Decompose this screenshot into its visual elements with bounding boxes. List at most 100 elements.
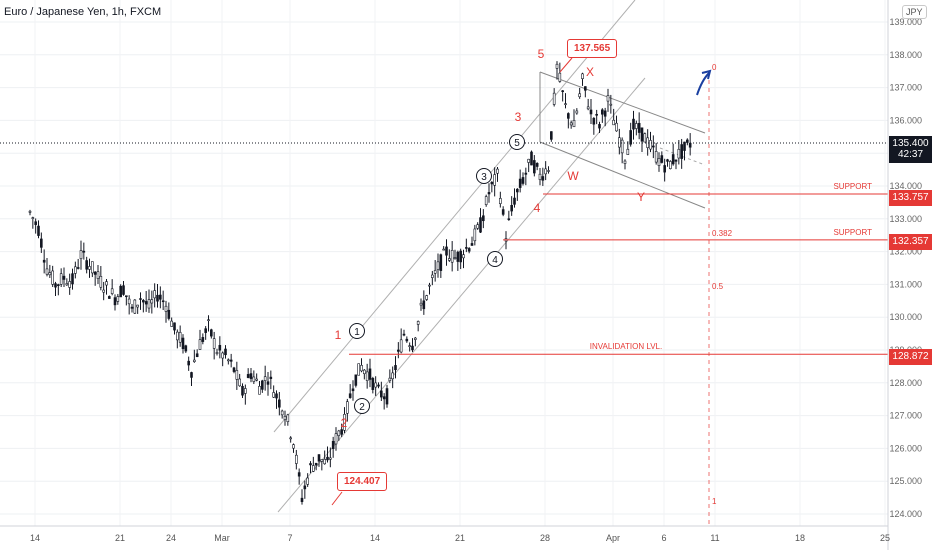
fib-level-label: 0.382 <box>712 229 733 238</box>
price-tick-label: 127.000 <box>889 411 922 421</box>
fib-level-label: 1 <box>712 497 717 506</box>
candle-body <box>110 288 114 294</box>
candle-body <box>68 281 71 288</box>
candle-body <box>547 170 550 172</box>
candle-body <box>450 250 454 263</box>
candle-body <box>207 319 210 321</box>
candle-body <box>456 251 460 262</box>
candle-body <box>445 246 448 256</box>
candle-body <box>244 388 247 394</box>
candle-body <box>303 485 307 490</box>
candle-body <box>507 218 511 221</box>
candle-body <box>340 429 343 435</box>
candle-body <box>221 352 224 359</box>
candle-body <box>541 176 545 181</box>
wave-labels: 1 2 3 4 5 W X Y 1 2 3 4 5 <box>331 47 645 506</box>
candle-body <box>227 359 230 362</box>
candle-body <box>74 266 77 274</box>
time-tick-label: Apr <box>606 533 620 543</box>
candle-body <box>357 363 360 376</box>
candle-body <box>643 133 647 143</box>
candle-body <box>139 298 142 300</box>
candle-body <box>190 372 193 378</box>
candle-body <box>173 322 176 331</box>
invalidation-label: 128.872 <box>889 349 932 365</box>
candle-body <box>686 139 689 143</box>
wave-circle <box>349 323 365 339</box>
candle-body <box>224 348 227 356</box>
candle-body <box>623 160 627 164</box>
candle-body <box>278 399 281 408</box>
candle-body <box>527 158 530 163</box>
candle-body <box>360 365 363 372</box>
candle-body <box>663 165 666 173</box>
price-tick-label: 137.000 <box>889 83 922 93</box>
candle-body <box>467 248 471 252</box>
low-callout-pointer <box>331 491 343 506</box>
wave-label-circled: 2 <box>359 402 365 413</box>
low-callout: 124.407 <box>337 472 388 491</box>
candle-body <box>269 376 273 379</box>
candle-body <box>326 456 329 461</box>
candle-body <box>649 140 652 150</box>
candle-body <box>428 284 431 287</box>
candle-body <box>652 145 655 148</box>
wave-circle <box>476 168 492 184</box>
candle-body <box>414 337 417 340</box>
candle-body <box>654 151 658 163</box>
candle-body <box>167 309 171 319</box>
candle-body <box>453 257 457 259</box>
candle-body <box>37 225 40 236</box>
price-tick-label: 124.000 <box>889 509 922 519</box>
candle-body <box>127 298 131 305</box>
candle-body <box>448 258 451 261</box>
candle-body <box>363 369 366 375</box>
currency-badge[interactable]: JPY <box>902 5 927 19</box>
candle-body <box>405 338 409 342</box>
candle-body <box>57 284 60 286</box>
candle-body <box>609 103 613 106</box>
candle-body <box>85 260 88 270</box>
time-axis: 14 21 24 Mar 7 14 21 28 Apr 6 11 18 25 <box>0 525 890 543</box>
candle-body <box>584 86 587 91</box>
level-text: INVALIDATION LVL. <box>590 342 662 351</box>
price-tick-label: 125.000 <box>889 476 922 486</box>
wave-label-circled: 1 <box>354 327 360 338</box>
candle-body <box>632 118 635 130</box>
candle-body <box>42 259 46 263</box>
candle-body <box>331 440 335 450</box>
high-callout-pointer <box>559 57 573 73</box>
time-tick-label: 21 <box>115 533 125 543</box>
support-1-label: 133.757 <box>889 190 932 206</box>
candle-body <box>578 93 581 98</box>
time-tick-label: 28 <box>540 533 550 543</box>
candle-body <box>419 302 423 306</box>
candle-body <box>343 414 346 431</box>
direction-arrow <box>696 72 710 96</box>
candle-body <box>144 301 148 305</box>
candle-body <box>669 161 672 169</box>
candle-body <box>187 360 190 366</box>
correction-bottom <box>539 141 706 209</box>
candle-body <box>51 270 54 285</box>
candle-body <box>637 122 641 133</box>
candle-body <box>595 113 598 116</box>
candle-body <box>657 158 661 166</box>
candle-body <box>482 215 485 222</box>
candle-body <box>306 477 309 485</box>
wave-circle <box>354 398 370 414</box>
candle-body <box>513 197 516 205</box>
candle-body <box>266 381 270 385</box>
candle-body <box>671 154 675 165</box>
candle-body <box>119 285 122 298</box>
candle-body <box>320 459 324 462</box>
candle-body <box>215 352 219 354</box>
candle-body <box>462 254 465 259</box>
wave-label-circled: 4 <box>492 255 498 266</box>
candle-body <box>212 338 216 349</box>
candle-body <box>105 281 108 286</box>
candle-body <box>82 250 86 253</box>
candle-body <box>275 393 278 399</box>
candle-body <box>411 345 414 351</box>
